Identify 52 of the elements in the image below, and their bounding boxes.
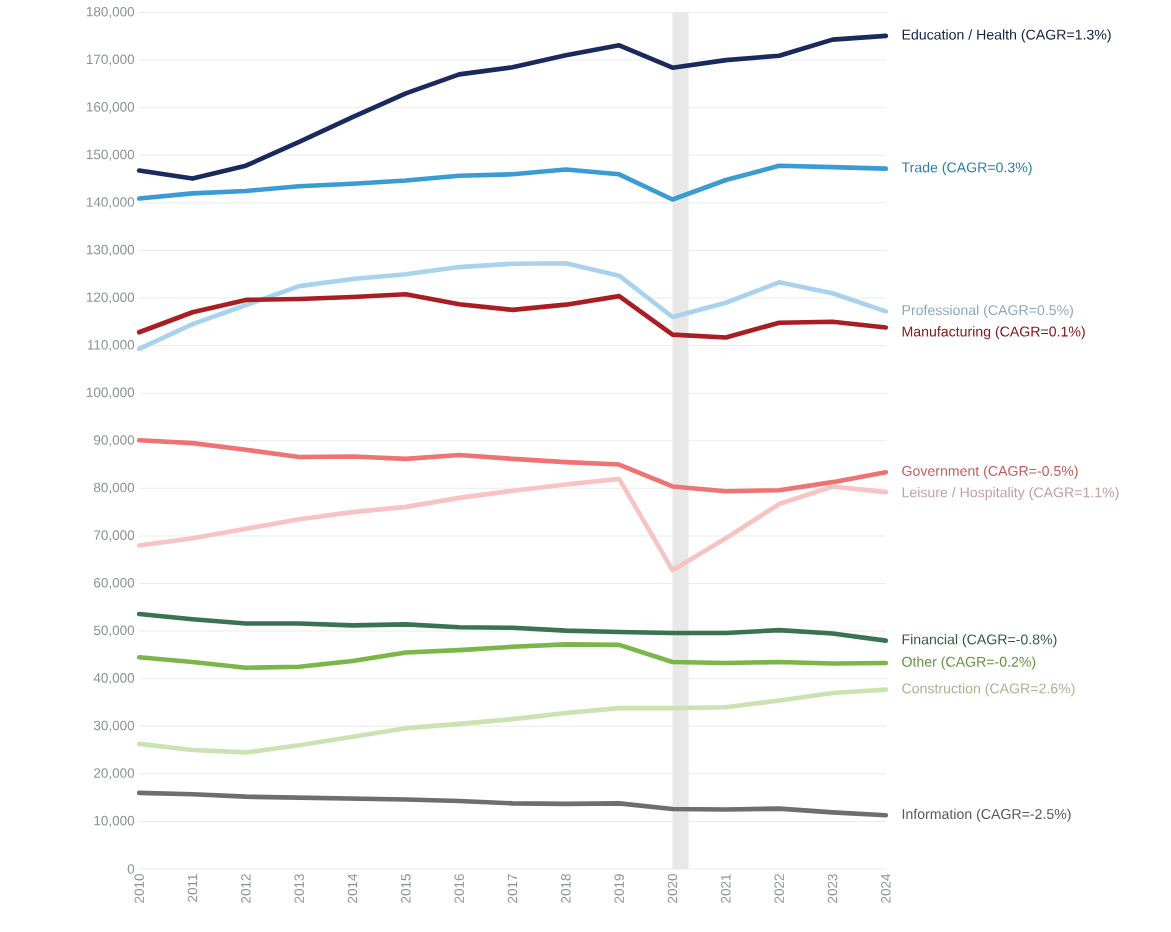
series-label: Manufacturing (CAGR=0.1%) — [902, 326, 1085, 340]
series-label: Information (CAGR=-2.5%) — [902, 808, 1071, 822]
y-tick-label: 20,000 — [94, 768, 135, 780]
y-tick-label: 180,000 — [86, 7, 135, 19]
y-tick-label: 90,000 — [94, 435, 135, 447]
series-label: Leisure / Hospitality (CAGR=1.1%) — [902, 487, 1119, 501]
line-series — [136, 163, 889, 203]
x-tick-label: 2023 — [827, 874, 838, 904]
y-tick-label: 120,000 — [86, 292, 135, 304]
line-series — [136, 476, 889, 573]
x-tick-label: 2017 — [507, 874, 518, 904]
line-series — [136, 687, 889, 755]
x-tick-label: 2024 — [881, 874, 891, 904]
line-series — [136, 611, 889, 644]
x-tick-label: 2014 — [347, 874, 358, 904]
y-tick-label: 110,000 — [87, 340, 135, 352]
line-series — [136, 642, 889, 671]
y-tick-label: 40,000 — [93, 673, 135, 685]
y-tick-label: 160,000 — [86, 102, 135, 114]
x-tick-label: 2020 — [667, 874, 678, 904]
y-tick-label: 80,000 — [93, 482, 135, 495]
y-tick-label: 60,000 — [94, 578, 135, 590]
y-tick-label: 10,000 — [94, 816, 135, 828]
x-tick-label: 2012 — [241, 874, 251, 904]
x-tick-label: 2011 — [187, 874, 198, 903]
y-tick-label: 140,000 — [86, 197, 135, 209]
series-label: Other (CAGR=-0.2%) — [902, 656, 1036, 670]
line-series — [136, 33, 889, 182]
line-series — [136, 438, 889, 494]
x-tick-label: 2022 — [774, 874, 784, 904]
y-tick-label: 50,000 — [93, 625, 135, 637]
series-label: Construction (CAGR=2.6%) — [902, 683, 1075, 697]
y-tick-label: 170,000 — [86, 54, 135, 66]
x-tick-label: 2021 — [721, 874, 731, 904]
x-tick-label: 2016 — [454, 874, 464, 904]
series-label: Professional (CAGR=0.5%) — [902, 304, 1073, 319]
x-tick-label: 2019 — [614, 874, 624, 904]
y-tick-label: 100,000 — [86, 387, 135, 399]
y-tick-label: 150,000 — [86, 149, 135, 162]
series-label: Government (CAGR=-0.5%) — [902, 465, 1078, 479]
series-label: Financial (CAGR=-0.8%) — [902, 634, 1057, 648]
y-tick-label: 30,000 — [93, 720, 135, 733]
x-tick-label: 2018 — [561, 874, 571, 904]
x-tick-label: 2015 — [401, 874, 411, 904]
x-tick-label: 2013 — [294, 874, 304, 904]
series-label: Trade (CAGR=0.3%) — [901, 162, 1032, 176]
y-tick-label: 70,000 — [94, 530, 135, 542]
line-series — [136, 292, 889, 340]
y-tick-label: 130,000 — [86, 245, 135, 257]
y-tick-label: 0 — [127, 864, 135, 874]
series-label: Education / Health (CAGR=1.3%) — [902, 29, 1111, 43]
x-tick-label: 2010 — [134, 874, 144, 904]
